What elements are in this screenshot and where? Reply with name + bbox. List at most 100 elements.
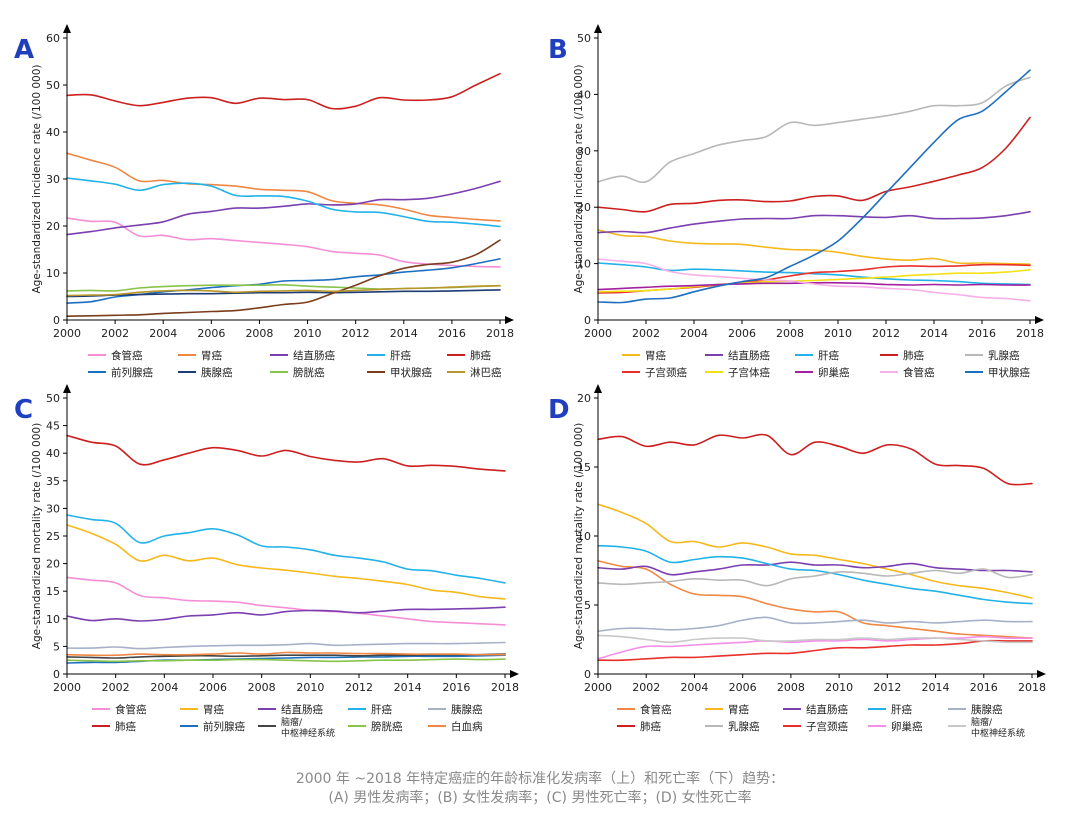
y-axis-arrow <box>63 24 71 33</box>
legend-item: 淋巴癌 <box>447 366 502 379</box>
legend-label: 结直肠癌 <box>281 703 323 716</box>
legend-label: 膀胱癌 <box>371 720 403 733</box>
legend-label: 胰腺癌 <box>201 366 233 379</box>
legend-item: 白血病 <box>428 720 483 733</box>
legend-item: 肝癌 <box>367 349 411 362</box>
panel-letter: D <box>548 395 570 425</box>
y-axis-arrow <box>63 384 71 393</box>
legend-label: 肺癌 <box>640 720 661 733</box>
x-tick-label: 2014 <box>394 681 422 694</box>
x-tick-label: 2012 <box>873 681 901 694</box>
x-tick-label: 2016 <box>968 327 996 340</box>
series-line <box>66 641 506 650</box>
legend-label: 胃癌 <box>728 703 749 716</box>
caption-line-2: (A) 男性发病率；(B) 女性发病率；(C) 男性死亡率；(D) 女性死亡率 <box>328 790 752 806</box>
series-line <box>597 635 1033 660</box>
y-tick-label: 10 <box>577 258 591 271</box>
caption-line-1: 2000 年 ~2018 年特定癌症的年龄标准化发病率（上）和死亡率（下）趋势： <box>295 771 785 787</box>
series-line <box>597 229 1031 265</box>
x-axis-arrow <box>505 316 514 324</box>
x-axis-arrow <box>1037 670 1046 678</box>
series-line <box>597 433 1033 486</box>
series-line <box>597 503 1033 599</box>
legend-label: 子宫体癌 <box>728 366 770 379</box>
legend-label: 胃癌 <box>201 349 222 362</box>
y-axis-title: Age-standardized incidence rate (/100 00… <box>31 65 43 294</box>
series-line <box>597 258 1031 302</box>
y-tick-label: 50 <box>577 32 591 45</box>
legend-item: 脑瘤/中枢神经系统 <box>948 716 1025 739</box>
legend-item: 乳腺癌 <box>965 349 1020 362</box>
legend-item: 结直肠癌 <box>705 349 770 362</box>
legend-label: 脑瘤/ <box>281 716 303 728</box>
y-tick-label: 0 <box>53 314 60 327</box>
legend-item: 肝癌 <box>348 703 392 716</box>
y-tick-label: 40 <box>46 447 60 460</box>
legend-item: 前列腺癌 <box>88 366 153 379</box>
x-tick-label: 2010 <box>296 681 324 694</box>
legend-item: 食管癌 <box>92 703 147 716</box>
x-tick-label: 2006 <box>199 681 227 694</box>
legend-label: 卵巢癌 <box>818 366 850 379</box>
x-tick-label: 2008 <box>248 681 276 694</box>
legend-label: 甲状腺癌 <box>988 366 1030 379</box>
legend-item: 卵巢癌 <box>868 720 923 733</box>
x-tick-label: 2012 <box>872 327 900 340</box>
y-tick-label: 15 <box>577 461 591 474</box>
series-line <box>66 606 506 622</box>
y-tick-label: 45 <box>46 420 60 433</box>
legend-item: 肺癌 <box>92 720 136 733</box>
x-tick-label: 2012 <box>345 681 373 694</box>
legend-item: 肺癌 <box>447 349 491 362</box>
legend-label: 中枢神经系统 <box>281 727 335 739</box>
x-tick-label: 2004 <box>149 327 177 340</box>
y-tick-label: 60 <box>46 32 60 45</box>
x-tick-label: 2018 <box>486 327 514 340</box>
series-line <box>597 262 1031 286</box>
legend-label: 食管癌 <box>903 366 935 379</box>
legend-item: 脑瘤/中枢神经系统 <box>258 716 335 739</box>
series-line <box>66 152 501 222</box>
y-tick-label: 0 <box>584 668 591 681</box>
axes: 2000 2002 2004 2006 2008 2010 2012 2014 2016 2018… <box>46 384 519 694</box>
legend-label: 淋巴癌 <box>470 366 502 379</box>
x-tick-label: 2018 <box>491 681 519 694</box>
series-line <box>66 651 506 657</box>
y-tick-label: 0 <box>53 668 60 681</box>
axes: 2000 2002 2004 2006 2008 2010 2012 2014 2016 2018… <box>577 384 1046 694</box>
series-line <box>597 116 1031 213</box>
series-line <box>597 281 1031 291</box>
x-tick-label: 2016 <box>970 681 998 694</box>
legend-item: 甲状腺癌 <box>367 366 432 379</box>
legend-label: 结直肠癌 <box>293 349 335 362</box>
series-line <box>66 177 501 228</box>
y-tick-label: 40 <box>577 88 591 101</box>
x-tick-label: 2008 <box>776 327 804 340</box>
y-tick-label: 50 <box>46 392 60 405</box>
series-line <box>66 434 506 472</box>
x-tick-label: 2000 <box>53 327 81 340</box>
legend-item: 肺癌 <box>617 720 661 733</box>
y-tick-label: 50 <box>46 79 60 92</box>
x-tick-label: 2018 <box>1016 327 1044 340</box>
legend-label: 子宫颈癌 <box>806 720 848 733</box>
x-tick-label: 2010 <box>825 681 853 694</box>
x-tick-label: 2002 <box>101 327 129 340</box>
legend-item: 肝癌 <box>795 349 839 362</box>
legend-label: 前列腺癌 <box>111 366 153 379</box>
series-line <box>597 560 1033 639</box>
y-tick-label: 20 <box>46 558 60 571</box>
x-tick-label: 2006 <box>728 327 756 340</box>
legend-item: 肝癌 <box>868 703 912 716</box>
legend-item: 胰腺癌 <box>178 366 233 379</box>
series-line <box>66 72 501 110</box>
y-tick-label: 20 <box>577 392 591 405</box>
legend-label: 食管癌 <box>111 349 143 362</box>
legend-item: 前列腺癌 <box>180 720 245 733</box>
y-tick-label: 30 <box>577 145 591 158</box>
y-tick-label: 40 <box>46 126 60 139</box>
y-tick-label: 30 <box>46 502 60 515</box>
